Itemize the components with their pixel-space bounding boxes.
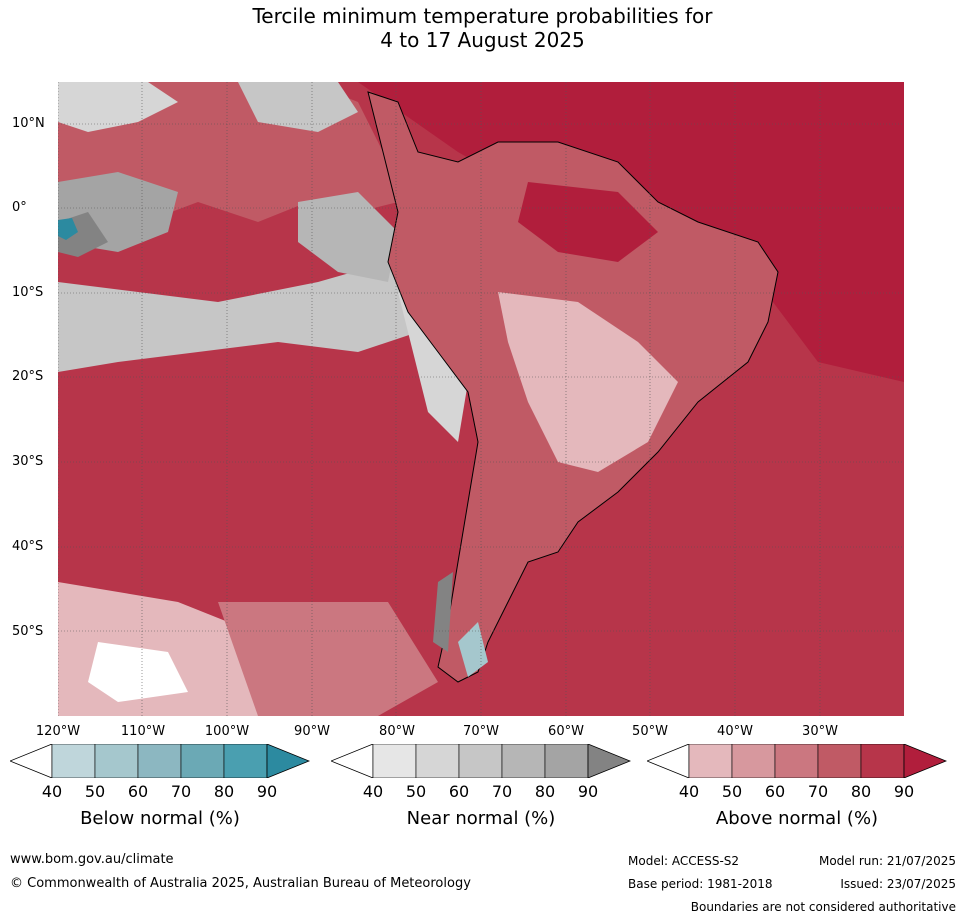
region-below-normal-patagonia — [458, 622, 488, 677]
colorbar-tick: 80 — [213, 782, 235, 801]
lat-label: 40°S — [12, 539, 44, 554]
colorbar-tick: 70 — [807, 782, 829, 801]
map-graticule — [57, 82, 904, 716]
region-near-normal-n — [238, 82, 358, 132]
lon-label: 40°W — [717, 724, 753, 739]
website-link[interactable]: www.bom.gov.au/climate — [10, 852, 174, 867]
lat-label: 10°S — [12, 285, 44, 300]
region-near-normal-nw — [58, 82, 178, 132]
region-near-normal-coast — [398, 292, 468, 442]
colorbar-label-near: Near normal (%) — [406, 808, 556, 829]
region-near-normal-chile — [433, 572, 453, 652]
colorbar-tick: 40 — [362, 782, 384, 801]
colorbar-tick: 80 — [850, 782, 872, 801]
region-below-normal-patch — [58, 218, 78, 240]
chart-title: Tercile minimum temperature probabilitie… — [0, 4, 965, 52]
colorbar-label-below: Below normal (%) — [80, 808, 240, 829]
model-text: Model: ACCESS-S2 — [628, 854, 740, 868]
colorbar-tick: 60 — [448, 782, 470, 801]
title-line-2: 4 to 17 August 2025 — [380, 28, 585, 52]
colorbar-tick: 60 — [764, 782, 786, 801]
colorbar-tick: 70 — [491, 782, 513, 801]
region-near-normal-peru — [298, 192, 398, 282]
lon-label: 30°W — [802, 724, 838, 739]
colorbar-label-above: Above normal (%) — [715, 808, 879, 829]
region-white-sw — [88, 642, 188, 702]
colorbar-tick: 90 — [893, 782, 915, 801]
colorbar-tick: 40 — [41, 782, 63, 801]
probability-map — [57, 82, 904, 716]
colorbar-tick: 50 — [84, 782, 106, 801]
base-period-text: Base period: 1981-2018 — [628, 877, 773, 891]
colorbar-below — [10, 744, 310, 778]
lon-label: 110°W — [120, 724, 166, 739]
title-line-1: Tercile minimum temperature probabilitie… — [252, 4, 713, 28]
copyright-text: © Commonwealth of Australia 2025, Austra… — [10, 876, 471, 891]
colorbar-tick: 80 — [534, 782, 556, 801]
lon-label: 100°W — [204, 724, 250, 739]
lon-label: 80°W — [379, 724, 415, 739]
colorbar-tick: 50 — [405, 782, 427, 801]
model-run-text: Model run: 21/07/2025 — [818, 854, 956, 868]
region-above-light-interior — [498, 292, 678, 472]
lon-label: 70°W — [463, 724, 499, 739]
disclaimer-text: Boundaries are not considered authoritat… — [690, 900, 956, 914]
colorbar-tick: 40 — [678, 782, 700, 801]
region-near-normal-band — [58, 262, 428, 372]
lat-label: 10°N — [12, 116, 45, 131]
colorbar-tick: 50 — [721, 782, 743, 801]
lon-label: 90°W — [294, 724, 330, 739]
lon-label: 50°W — [632, 724, 668, 739]
lat-label: 30°S — [12, 454, 44, 469]
lat-label: 20°S — [12, 369, 44, 384]
map-svg — [57, 82, 904, 716]
colorbar-tick: 60 — [127, 782, 149, 801]
lon-label: 120°W — [35, 724, 81, 739]
issued-text: Issued: 23/07/2025 — [840, 877, 956, 891]
lat-label: 0° — [12, 200, 27, 215]
colorbar-tick: 90 — [577, 782, 599, 801]
colorbar-tick: 70 — [170, 782, 192, 801]
region-above-mid-s — [218, 602, 438, 716]
colorbar-near — [331, 744, 631, 778]
lon-label: 60°W — [548, 724, 584, 739]
region-amazon — [518, 182, 658, 262]
lat-label: 50°S — [12, 624, 44, 639]
colorbar-tick: 90 — [256, 782, 278, 801]
colorbar-above — [647, 744, 947, 778]
